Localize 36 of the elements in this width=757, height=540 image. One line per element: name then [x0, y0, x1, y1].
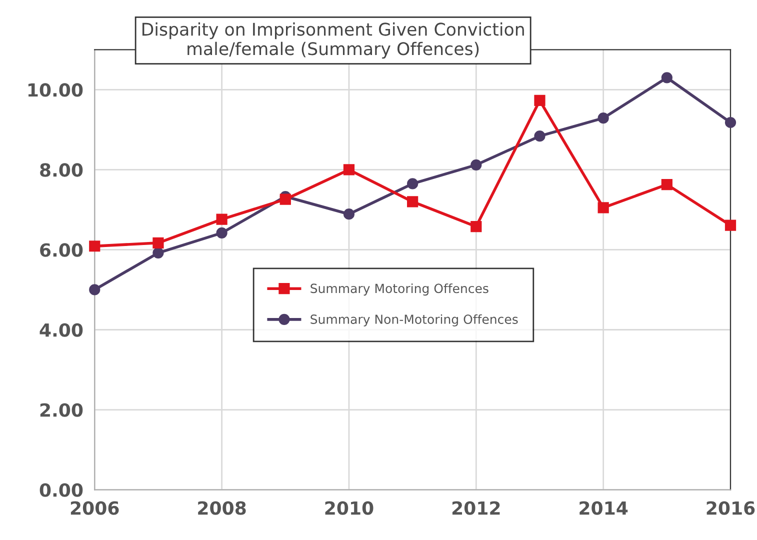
- x-tick-label: 2014: [580, 501, 628, 515]
- point: [343, 164, 355, 176]
- y-tick-label: 2.00: [40, 403, 83, 417]
- x-tick-label: 2008: [198, 501, 246, 515]
- y-tick-label: 6.00: [40, 243, 83, 257]
- point: [661, 72, 672, 84]
- point: [89, 240, 100, 252]
- x-tick-label: 2016: [706, 501, 755, 515]
- point: [724, 116, 736, 128]
- y-tick-label: 4.00: [40, 323, 83, 337]
- point: [598, 202, 609, 214]
- point: [152, 247, 164, 258]
- x-tick-label: 2010: [325, 501, 374, 515]
- point: [407, 196, 418, 208]
- point: [343, 208, 355, 220]
- y-tick-label: 8.00: [40, 163, 83, 177]
- point: [216, 227, 228, 238]
- point: [470, 220, 482, 232]
- point: [534, 130, 546, 142]
- point: [216, 214, 228, 225]
- point: [661, 178, 672, 190]
- y-tick-label: 0.00: [40, 483, 83, 497]
- point: [598, 112, 609, 124]
- point: [724, 220, 736, 231]
- point: [407, 178, 418, 190]
- x-tick-label: 2012: [452, 501, 500, 515]
- legend-label: Summary Non-Motoring Offences: [310, 314, 518, 326]
- legend-label: Summary Motoring Offences: [310, 283, 488, 296]
- point: [280, 194, 291, 205]
- point: [89, 284, 100, 296]
- chart-title: Disparity on Imprisonment Given Conviction male/female (Summary Offences): [142, 22, 524, 59]
- x-tick-label: 2006: [70, 501, 119, 515]
- point: [470, 159, 482, 170]
- point: [152, 237, 164, 248]
- y-tick-label: 10.00: [28, 83, 83, 97]
- point: [534, 94, 546, 106]
